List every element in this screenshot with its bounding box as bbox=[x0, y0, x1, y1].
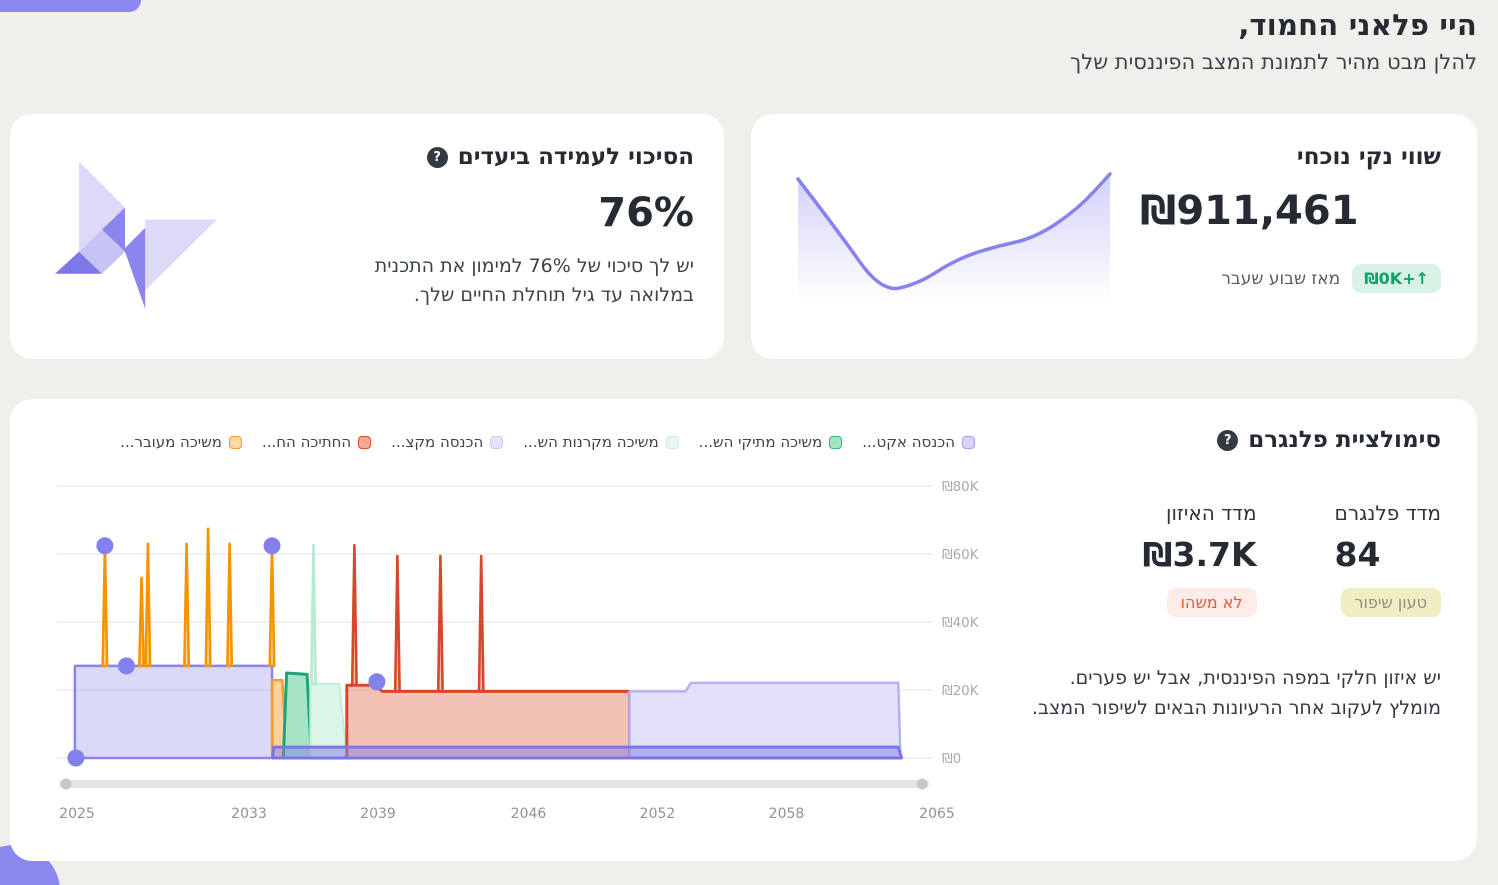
page-header: היי פלאני החמוד, להלן מבט מהיר לתמונת המ… bbox=[10, 8, 1477, 74]
chart-marker-dot[interactable] bbox=[263, 537, 281, 555]
goal-title: הסיכוי לעמידה ביעדים bbox=[457, 144, 694, 170]
spikes-orange bbox=[183, 542, 191, 668]
legend-label: הכנסה מקצ... bbox=[391, 433, 484, 451]
summary-cards-row: שווי נקי נוכחי ₪911,461 ₪0K+↑ מאז שבוע ש… bbox=[10, 114, 1477, 359]
simulation-description: יש איזון חלקי במפה הפיננסית, אבל יש פערי… bbox=[989, 663, 1441, 724]
plangram-chart[interactable]: ₪80K ₪60K ₪40K ₪20K ₪0 2025 2033 2039 2046 2052 20… bbox=[40, 465, 989, 825]
legend-swatch bbox=[962, 435, 975, 449]
net-worth-text: שווי נקי נוכחי ₪911,461 ₪0K+↑ מאז שבוע ש… bbox=[1140, 144, 1441, 293]
timeline-slider-handle-start[interactable] bbox=[60, 778, 72, 790]
stat-badge: לא משהו bbox=[1166, 588, 1257, 617]
spikes-orange bbox=[101, 544, 109, 668]
legend-item[interactable]: משיכה מקרנות הש... bbox=[523, 433, 679, 451]
plangram-simulation-card: סימולציית פלנגרם ? מדד פלנגרם 84 טעון שיפו… bbox=[10, 399, 1477, 861]
goal-text: הסיכוי לעמידה ביעדים ? 76% יש לך סיכוי ש… bbox=[262, 144, 694, 329]
spikes-red bbox=[350, 543, 358, 687]
stat-value: 84 bbox=[1334, 535, 1381, 574]
spikes-red bbox=[436, 554, 444, 693]
legend-item[interactable]: הכנסה מקצ... bbox=[391, 433, 504, 451]
change-badge: ₪0K+↑ bbox=[1352, 264, 1441, 293]
area-portfolio-withdrawal bbox=[281, 671, 313, 760]
y-axis-label: ₪40K bbox=[942, 615, 980, 631]
y-axis-label: ₪80K bbox=[942, 479, 980, 495]
butterfly-logo-svg bbox=[55, 161, 217, 309]
y-axis-label: ₪20K bbox=[942, 683, 980, 699]
legend-label: הכנסה אקט... bbox=[862, 433, 955, 451]
goal-probability-card: הסיכוי לעמידה ביעדים ? 76% יש לך סיכוי ש… bbox=[10, 114, 724, 359]
y-axis-label: ₪0 bbox=[942, 751, 961, 767]
simulation-chart-column: הכנסה אקט... משיכה מתיקי הש... משיכה מקרנו… bbox=[40, 427, 989, 841]
net-worth-title: שווי נקי נוכחי bbox=[1296, 144, 1441, 170]
stat-label: מדד האיזון bbox=[1166, 501, 1257, 525]
legend-swatch bbox=[358, 435, 372, 449]
x-axis-label: 2058 bbox=[769, 806, 805, 822]
stat-label: מדד פלנגרם bbox=[1334, 501, 1441, 525]
sparkline-area bbox=[798, 174, 1110, 302]
spikes-red bbox=[477, 554, 485, 693]
simulation-description-line1: יש איזון חלקי במפה הפיננסית, אבל יש פערי… bbox=[1069, 667, 1441, 689]
goal-value: 76% bbox=[598, 190, 694, 236]
change-caption: מאז שבוע שעבר bbox=[1221, 268, 1341, 289]
help-icon[interactable]: ? bbox=[426, 146, 448, 168]
legend-item[interactable]: משיכה מעובר... bbox=[120, 433, 242, 451]
x-axis-label: 2065 bbox=[919, 806, 955, 822]
stat-balance-index: מדד האיזון ₪3.7K לא משהו bbox=[1143, 501, 1257, 617]
legend-swatch bbox=[228, 435, 242, 449]
x-axis-label: 2025 bbox=[59, 806, 95, 822]
help-icon[interactable]: ? bbox=[1217, 429, 1239, 451]
simulation-title-row: סימולציית פלנגרם ? bbox=[989, 427, 1441, 453]
x-axis-label: 2039 bbox=[360, 806, 396, 822]
goal-title-row: הסיכוי לעמידה ביעדים ? bbox=[262, 144, 694, 170]
legend-label: החתיכה הח... bbox=[261, 433, 352, 451]
legend-label: משיכה מקרנות הש... bbox=[523, 433, 659, 451]
legend-swatch bbox=[490, 435, 504, 449]
page-subtitle: להלן מבט מהיר לתמונת המצב הפיננסית שלך bbox=[1070, 50, 1477, 74]
area-active-income bbox=[73, 664, 274, 760]
chart-legend: הכנסה אקט... משיכה מתיקי הש... משיכה מקרנו… bbox=[40, 433, 989, 451]
net-worth-value: ₪911,461 bbox=[1140, 188, 1359, 234]
timeline-slider-handle-end[interactable] bbox=[916, 778, 928, 790]
chart-marker-dot[interactable] bbox=[96, 537, 114, 555]
spikes-orange bbox=[138, 576, 145, 668]
spike-mint bbox=[310, 543, 317, 686]
spikes-orange bbox=[268, 544, 276, 668]
legend-item[interactable]: הכנסה אקט... bbox=[862, 433, 975, 451]
chart-marker-dot[interactable] bbox=[117, 657, 135, 675]
legend-label: משיכה מתיקי הש... bbox=[698, 433, 823, 451]
timeline-slider-track[interactable] bbox=[59, 780, 929, 788]
chart-marker-dot[interactable] bbox=[67, 749, 85, 767]
butterfly-logo bbox=[40, 144, 262, 329]
simulation-description-line2: מומלץ לעקוב אחר הרעיונות הבאים לשיפור המ… bbox=[1031, 697, 1441, 720]
x-axis-label: 2046 bbox=[511, 806, 547, 822]
stat-value: ₪3.7K bbox=[1142, 535, 1257, 574]
net-worth-card: שווי נקי נוכחי ₪911,461 ₪0K+↑ מאז שבוע ש… bbox=[751, 114, 1477, 359]
sparkline-line bbox=[796, 172, 1112, 291]
page-title: היי פלאני החמוד, bbox=[1238, 8, 1477, 42]
goal-description: יש לך סיכוי של 76% למימון את התכנית במלו… bbox=[374, 255, 694, 307]
stats-row: מדד פלנגרם 84 טעון שיפור מדד האיזון ₪3.7K לא … bbox=[989, 501, 1441, 617]
legend-swatch bbox=[665, 435, 679, 449]
x-axis-label: 2052 bbox=[640, 806, 676, 822]
area-baseline-strip bbox=[271, 745, 903, 760]
stat-badge: טעון שיפור bbox=[1340, 588, 1441, 617]
y-axis-label: ₪60K bbox=[942, 547, 980, 563]
stat-plangram-index: מדד פלנגרם 84 טעון שיפור bbox=[1335, 501, 1441, 617]
simulation-title: סימולציית פלנגרם bbox=[1248, 427, 1441, 453]
spikes-orange bbox=[226, 542, 234, 668]
simulation-stats: סימולציית פלנגרם ? מדד פלנגרם 84 טעון שיפו… bbox=[989, 427, 1441, 841]
legend-swatch bbox=[829, 435, 843, 449]
x-axis-label: 2033 bbox=[231, 806, 267, 822]
dashboard-page: היי פלאני החמוד, להלן מבט מהיר לתמונת המ… bbox=[10, 8, 1477, 861]
legend-item[interactable]: משיכה מתיקי הש... bbox=[699, 433, 843, 451]
top-banner bbox=[0, 0, 141, 12]
spikes-red bbox=[393, 554, 401, 693]
legend-label: משיכה מעובר... bbox=[120, 433, 222, 451]
spikes-orange bbox=[204, 527, 212, 668]
legend-item[interactable]: החתיכה הח... bbox=[261, 433, 372, 451]
chart-marker-dot[interactable] bbox=[368, 673, 386, 691]
spikes-orange bbox=[144, 542, 152, 668]
net-worth-sparkline bbox=[787, 169, 1140, 304]
net-worth-change-row: ₪0K+↑ מאז שבוע שעבר bbox=[1140, 264, 1441, 293]
